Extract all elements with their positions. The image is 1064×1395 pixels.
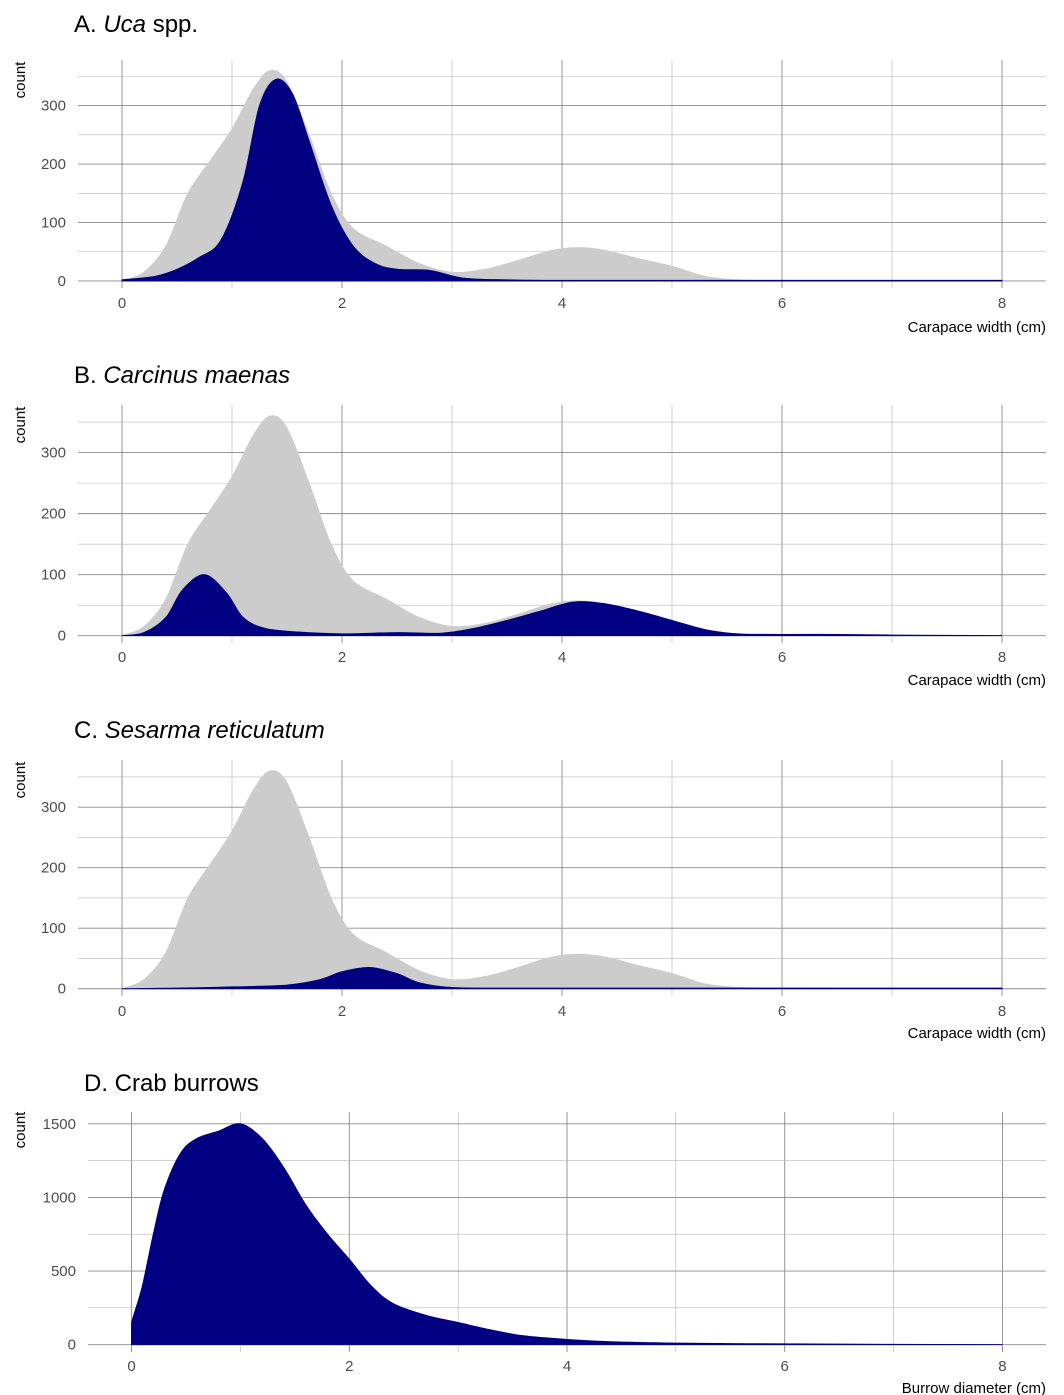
x-tick-label: 6 xyxy=(781,1358,789,1375)
y-tick-label: 100 xyxy=(41,215,66,232)
x-tick-label: 2 xyxy=(338,1003,346,1020)
x-tick-label: 4 xyxy=(558,649,566,666)
panel-title-suffix: spp. xyxy=(146,11,198,38)
panel-title-species: Sesarma reticulatum xyxy=(105,717,325,744)
x-axis-title: Carapace width (cm) xyxy=(908,1025,1046,1042)
panel-title-prefix: A. xyxy=(74,11,103,38)
x-tick-label: 4 xyxy=(558,295,566,312)
y-tick-label: 300 xyxy=(41,799,66,816)
panel-title-prefix: B. xyxy=(74,362,103,389)
panel-title: D. Crab burrows xyxy=(84,1070,259,1097)
panel-a: 0 2 4 6 8 0 100 200 300 A. Uca spp. count Carapace … xyxy=(12,11,1046,336)
y-tick-label: 200 xyxy=(41,156,66,173)
x-tick-label: 4 xyxy=(558,1003,566,1020)
all-species-density-area xyxy=(121,770,1003,990)
species-density-area xyxy=(121,78,1003,282)
y-axis-title: count xyxy=(12,61,29,99)
x-tick-label: 8 xyxy=(998,295,1006,312)
x-axis-title: Carapace width (cm) xyxy=(908,672,1046,689)
y-tick-label: 0 xyxy=(58,981,66,998)
y-axis-title: count xyxy=(12,406,29,444)
panel-title-prefix: C. xyxy=(74,717,105,744)
y-tick-label: 0 xyxy=(58,628,66,645)
y-tick-label: 500 xyxy=(51,1263,76,1280)
x-tick-label: 8 xyxy=(998,649,1006,666)
x-tick-label: 8 xyxy=(998,1003,1006,1020)
species-density-area xyxy=(121,967,1003,990)
x-tick-label: 8 xyxy=(998,1358,1006,1375)
panel-title: B. Carcinus maenas xyxy=(74,362,290,389)
y-tick-label: 100 xyxy=(41,567,66,584)
x-tick-label: 6 xyxy=(778,1003,786,1020)
panel-d: 0 2 4 6 8 0 500 1000 1500 D. Crab burrows count Bur… xyxy=(12,1070,1046,1395)
x-tick-label: 0 xyxy=(127,1358,135,1375)
y-tick-label: 1500 xyxy=(43,1116,76,1133)
y-axis-title: count xyxy=(12,761,29,799)
y-tick-label: 200 xyxy=(41,860,66,877)
x-tick-label: 2 xyxy=(338,649,346,666)
x-tick-label: 4 xyxy=(563,1358,571,1375)
x-tick-label: 6 xyxy=(778,649,786,666)
y-axis-title: count xyxy=(12,1111,29,1149)
panel-title-prefix: D. Crab burrows xyxy=(84,1070,259,1097)
x-tick-label: 2 xyxy=(338,295,346,312)
panel-c: 0 2 4 6 8 0 100 200 300 C. Sesarma reticulatum cou… xyxy=(12,717,1046,1042)
panel-b: 0 2 4 6 8 0 100 200 300 B. Carcinus maenas count Ca… xyxy=(12,362,1046,689)
species-density-area xyxy=(121,574,1003,637)
x-tick-label: 0 xyxy=(118,295,126,312)
x-tick-label: 2 xyxy=(345,1358,353,1375)
x-tick-label: 6 xyxy=(778,295,786,312)
y-tick-label: 200 xyxy=(41,506,66,523)
x-axis-title: Carapace width (cm) xyxy=(908,319,1046,336)
y-tick-label: 100 xyxy=(41,920,66,937)
x-tick-label: 0 xyxy=(118,1003,126,1020)
x-tick-label: 0 xyxy=(118,649,126,666)
x-axis-title: Burrow diameter (cm) xyxy=(902,1380,1046,1395)
panel-title-species: Uca xyxy=(103,11,146,38)
y-tick-label: 1000 xyxy=(43,1189,76,1206)
y-tick-label: 300 xyxy=(41,98,66,115)
panel-title: A. Uca spp. xyxy=(74,11,198,38)
y-tick-label: 0 xyxy=(68,1337,76,1354)
panel-title: C. Sesarma reticulatum xyxy=(74,717,325,744)
species-density-area xyxy=(131,1123,1003,1346)
y-tick-label: 0 xyxy=(58,273,66,290)
y-tick-label: 300 xyxy=(41,445,66,462)
panel-title-species: Carcinus maenas xyxy=(103,362,290,389)
